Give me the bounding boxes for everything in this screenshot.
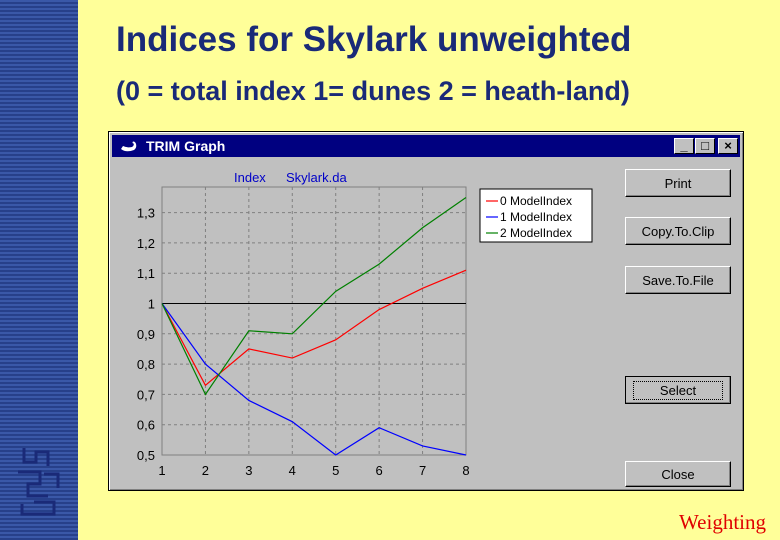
series-line-2: [161, 196, 467, 396]
weighting-caption: Weighting: [679, 510, 766, 534]
swan-icon: [121, 141, 137, 152]
print-button[interactable]: Print: [625, 169, 731, 197]
y-tick-label: 0,7: [137, 387, 155, 402]
chart-header-index: Index: [234, 170, 266, 185]
legend-label: 1 ModelIndex: [500, 210, 572, 224]
maximize-button[interactable]: □: [695, 138, 715, 154]
close-window-button[interactable]: ×: [718, 138, 738, 154]
chart-legend: [479, 188, 593, 243]
x-tick-label: 5: [332, 463, 339, 478]
legend-label: 2 ModelIndex: [500, 226, 572, 240]
slide-subtitle: (0 = total index 1= dunes 2 = heath-land…: [116, 76, 630, 106]
left-stripe: [0, 0, 78, 540]
x-tick-label: 4: [289, 463, 296, 478]
trim-graph-window: TRIM Graph _ □ × Index Skylark.da 0,5 0,6…: [108, 131, 744, 491]
save-to-file-button[interactable]: Save.To.File: [625, 266, 731, 294]
cbs-logo-icon: [18, 448, 60, 516]
y-tick-label: 0,5: [137, 448, 155, 463]
select-button-label: Select: [632, 380, 724, 400]
title-bar[interactable]: TRIM Graph _ □ ×: [112, 135, 740, 157]
select-button[interactable]: Select: [625, 376, 731, 404]
save-button-label: Save.To.File: [642, 272, 714, 288]
window-title: TRIM Graph: [146, 138, 226, 154]
print-button-label: Print: [664, 175, 692, 191]
series-line-0: [161, 269, 467, 387]
series-line-1: [161, 303, 467, 456]
x-tick-label: 3: [245, 463, 252, 478]
slide-title: Indices for Skylark unweighted: [116, 20, 632, 59]
y-tick-label: 0,9: [137, 327, 155, 342]
y-tick-label: 0,6: [137, 418, 155, 433]
y-tick-label: 1,2: [137, 236, 155, 251]
copy-button-label: Copy.To.Clip: [641, 223, 715, 239]
chart-header-file: Skylark.da: [286, 170, 347, 185]
x-tick-label: 2: [202, 463, 209, 478]
y-tick-label: 0,8: [137, 357, 155, 372]
legend-label: 0 ModelIndex: [500, 194, 572, 208]
close-button-label: Close: [661, 466, 695, 482]
x-tick-label: 7: [419, 463, 426, 478]
x-tick-label: 6: [376, 463, 383, 478]
y-tick-label: 1: [148, 297, 155, 312]
copy-to-clip-button[interactable]: Copy.To.Clip: [625, 217, 731, 245]
index-chart: Index Skylark.da 0,5 0,6 0,7 0,8 0,9 1 1,1 1,2 1…: [113, 159, 613, 485]
x-tick-label: 8: [462, 463, 469, 478]
y-tick-label: 1,3: [137, 206, 155, 221]
close-button[interactable]: Close: [625, 461, 731, 487]
minimize-button[interactable]: _: [674, 138, 694, 154]
x-tick-label: 1: [158, 463, 165, 478]
y-tick-label: 1,1: [137, 266, 155, 281]
